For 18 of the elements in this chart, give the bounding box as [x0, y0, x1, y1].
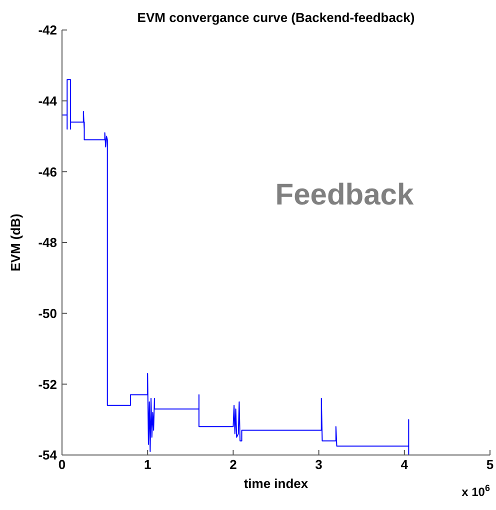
x-tick-label: 1 — [144, 457, 152, 472]
y-tick-label: -48 — [38, 235, 57, 250]
y-tick-label: -44 — [38, 93, 58, 108]
x-tick-label: 3 — [315, 457, 322, 472]
y-tick-label: -50 — [38, 306, 57, 321]
x-tick-label: 4 — [400, 457, 409, 472]
annotation: Feedback — [275, 178, 414, 212]
y-tick-label: -54 — [38, 448, 58, 463]
x-tick-label: 5 — [486, 457, 494, 472]
y-axis-title: EVM (dB) — [8, 214, 23, 272]
x-axis-title: time index — [244, 476, 309, 491]
x-tick-label: 0 — [58, 457, 66, 472]
text: x 10$^{6}$ — [462, 483, 490, 499]
y-tick-label: -46 — [38, 164, 57, 180]
x-tick-label: 2 — [230, 457, 237, 472]
y-tick-label: -42 — [38, 22, 57, 38]
chart-title: EVM convergance curve (Backend-feedback) — [137, 10, 415, 25]
y-tick-label: -52 — [38, 376, 57, 392]
